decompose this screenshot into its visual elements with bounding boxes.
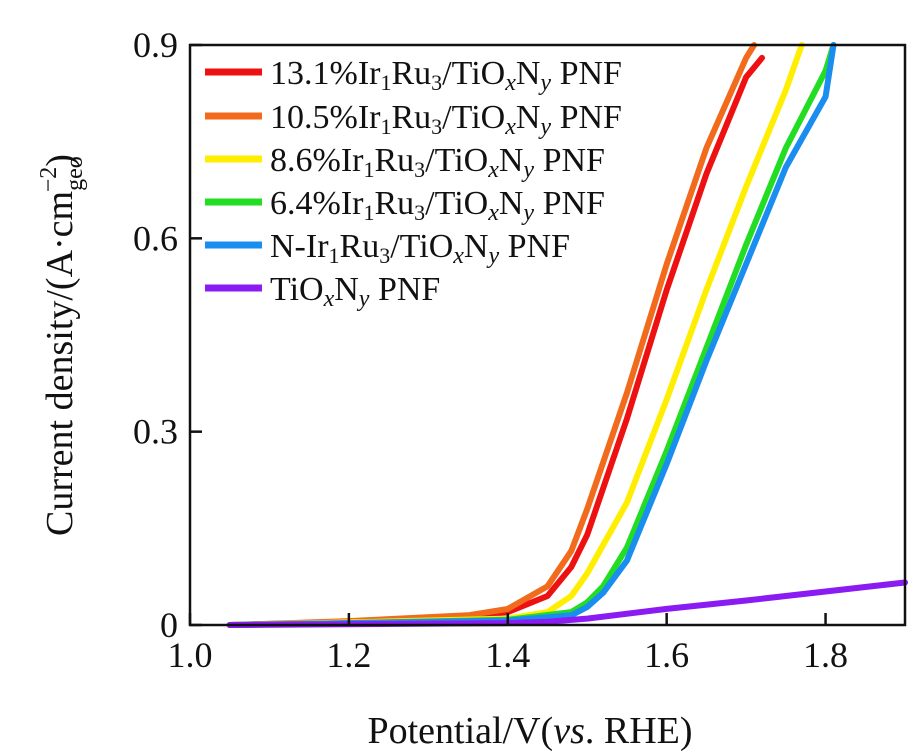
x-tick-label: 1.8 xyxy=(803,635,848,675)
legend-label: 8.6%Ir1Ru3/TiOxNy PNF xyxy=(270,142,605,183)
x-tick-label: 1.4 xyxy=(485,635,530,675)
y-tick-label: 0.9 xyxy=(133,25,178,65)
legend-entry: N-Ir1Ru3/TiOxNy PNF xyxy=(205,228,570,269)
legend-label: TiOxNy PNF xyxy=(270,271,440,312)
legend-label: 13.1%Ir1Ru3/TiOxNy PNF xyxy=(270,55,622,96)
y-tick-label: 0 xyxy=(160,605,178,645)
legend-entry: 6.4%Ir1Ru3/TiOxNy PNF xyxy=(205,185,605,226)
ticks: 1.0 1.2 1.4 1.6 1.8 0 0.3 0.6 0.9 xyxy=(133,25,848,675)
series-line-6 xyxy=(226,579,908,628)
plot-frame xyxy=(188,43,907,627)
legend: 13.1%Ir1Ru3/TiOxNy PNF 10.5%Ir1Ru3/TiOxN… xyxy=(205,55,622,312)
legend-entry: TiOxNy PNF xyxy=(205,271,440,312)
x-axis-title: Potential/V(vs. RHE) xyxy=(367,710,692,752)
y-axis-title: Current density/(A·cmgeo−2) xyxy=(36,154,88,536)
x-tick-label: 1.0 xyxy=(168,635,213,675)
legend-entry: 10.5%Ir1Ru3/TiOxNy PNF xyxy=(205,99,622,140)
legend-label: N-Ir1Ru3/TiOxNy PNF xyxy=(270,228,570,269)
series-line-2 xyxy=(226,42,758,628)
x-tick-label: 1.2 xyxy=(326,635,371,675)
legend-label: 6.4%Ir1Ru3/TiOxNy PNF xyxy=(270,185,605,226)
x-tick-label: 1.6 xyxy=(644,635,689,675)
legend-label: 10.5%Ir1Ru3/TiOxNy PNF xyxy=(270,99,622,140)
legend-entry: 13.1%Ir1Ru3/TiOxNy PNF xyxy=(205,55,622,96)
y-tick-label: 0.6 xyxy=(133,218,178,258)
legend-entry: 8.6%Ir1Ru3/TiOxNy PNF xyxy=(205,142,605,183)
y-tick-label: 0.3 xyxy=(133,412,178,452)
